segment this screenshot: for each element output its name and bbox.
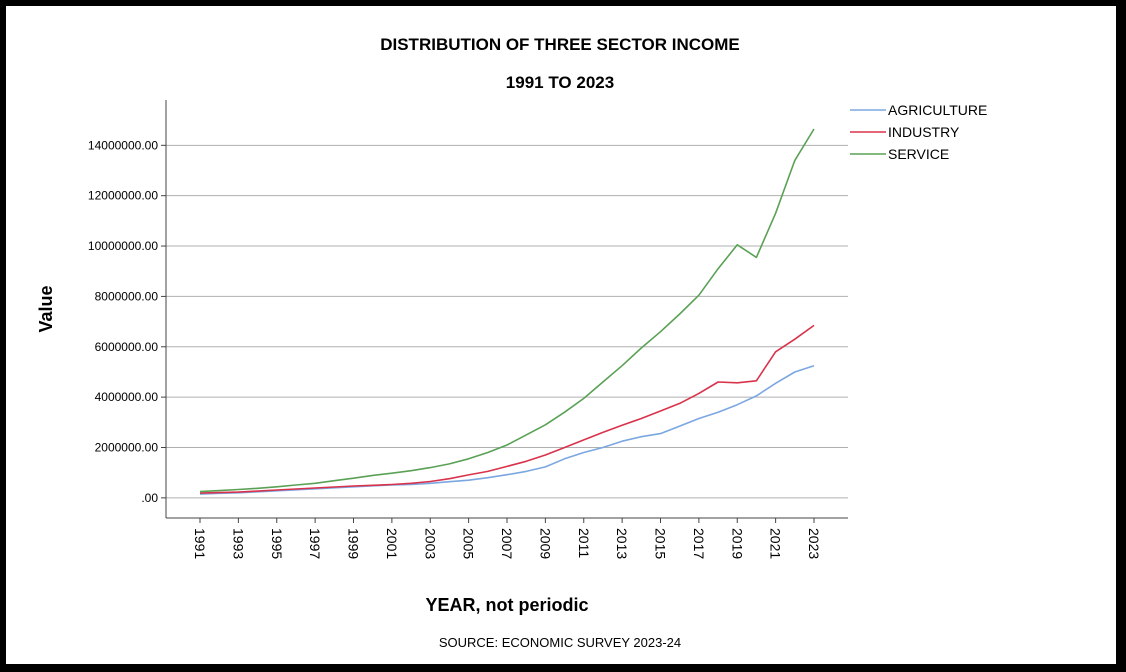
x-tick-label: 1999: [346, 528, 362, 559]
x-tick-label: 1993: [230, 528, 246, 559]
legend-label: SERVICE: [888, 146, 949, 162]
legend: AGRICULTURE INDUSTRY SERVICE: [850, 102, 987, 162]
series-line-service: [199, 128, 815, 493]
x-tick-label: 1997: [307, 528, 323, 559]
y-tick-label: 12000000.00: [88, 189, 158, 203]
chart-frame: DISTRIBUTION OF THREE SECTOR INCOME 1991…: [6, 6, 1116, 664]
x-tick-label: 2009: [537, 528, 553, 559]
x-tick-label: 2001: [384, 528, 400, 559]
y-tick-label: 8000000.00: [95, 289, 159, 303]
y-tick-labels: .00 2000000.00 4000000.00 6000000.00 8000000…: [88, 138, 166, 505]
source-note: SOURCE: ECONOMIC SURVEY 2023-24: [439, 635, 681, 650]
y-tick-label: 14000000.00: [88, 138, 158, 152]
chart-subtitle: 1991 TO 2023: [506, 73, 614, 92]
series-line-industry: [199, 324, 815, 494]
x-tick-label: 2017: [691, 528, 707, 559]
y-tick-label: 2000000.00: [95, 440, 159, 454]
y-tick-label: .00: [141, 491, 158, 505]
legend-label: INDUSTRY: [888, 124, 960, 140]
chart-title: DISTRIBUTION OF THREE SECTOR INCOME: [380, 35, 740, 54]
line-chart: DISTRIBUTION OF THREE SECTOR INCOME 1991…: [36, 35, 987, 650]
y-tick-label: 6000000.00: [95, 340, 159, 354]
x-tick-label: 2023: [806, 528, 822, 559]
gridlines: [166, 144, 848, 499]
series-lines: [199, 128, 815, 495]
y-tick-label: 10000000.00: [88, 239, 158, 253]
y-tick-label: 4000000.00: [95, 390, 159, 404]
x-axis-title: YEAR, not periodic: [425, 595, 588, 615]
series-line-agriculture: [199, 364, 815, 495]
x-tick-label: 1995: [269, 528, 285, 559]
x-tick-label: 2013: [614, 528, 630, 559]
x-tick-label: 2011: [576, 528, 592, 558]
x-tick-label: 2021: [768, 528, 784, 559]
legend-label: AGRICULTURE: [888, 102, 987, 118]
x-tick-label: 2015: [653, 528, 669, 559]
x-tick-label: 2007: [499, 528, 515, 559]
x-tick-labels: 1991 1993 1995 1997 1999 2001 2003 2005 2007 2009…: [192, 518, 822, 559]
x-tick-label: 1991: [192, 528, 208, 559]
x-tick-label: 2005: [461, 528, 477, 559]
x-tick-label: 2003: [422, 528, 438, 559]
y-axis-title: Value: [36, 285, 56, 332]
x-tick-label: 2019: [729, 528, 745, 559]
